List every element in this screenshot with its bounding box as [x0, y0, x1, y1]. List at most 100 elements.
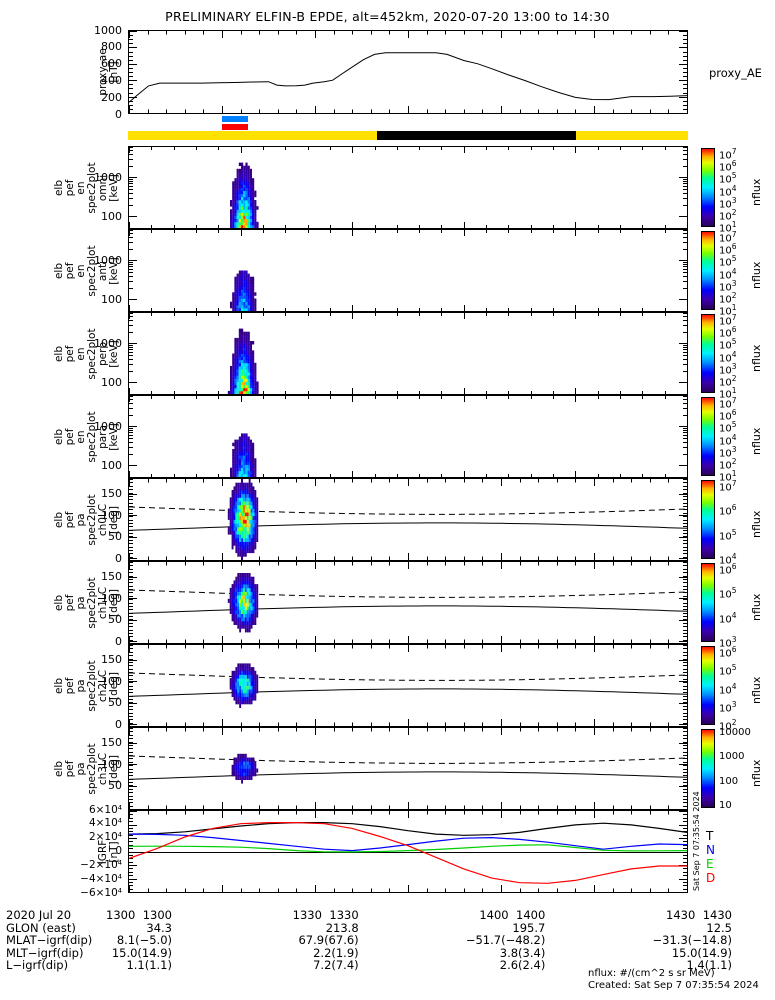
colorbar-pa-ch3lc [701, 729, 715, 808]
colorbar-pa-ch1lc [701, 563, 715, 642]
colorbar-pa-ch1lc-tick-2: 104 [719, 610, 737, 625]
panel-pa-ch0lc [128, 478, 688, 561]
info-row-3-value-3: 1.4(1.1) [686, 958, 732, 973]
colorbar-en-anti-tick-2: 105 [719, 254, 737, 269]
colorbar-en-omni-tick-2: 105 [719, 171, 737, 186]
x-tick-label-3: 1430 [666, 908, 696, 922]
info-row-3-label: L−igrf(dip) [6, 958, 69, 973]
colorbar-pa-ch3lc-tick-3: 10 [719, 800, 732, 811]
colorbar-en-perp-gradient [702, 315, 714, 392]
info-row-2-label: MLT−igrf(dip) [6, 945, 84, 960]
panel-en-anti [128, 229, 688, 312]
info-row-1-value-2: −51.7(−48.2) [465, 933, 546, 948]
colorbar-en-perp-tick-4: 103 [719, 361, 737, 376]
panel-en-perp-axes [129, 313, 687, 394]
info-row-0-label: GLON (east) [6, 920, 76, 935]
info-row-2-value-0: 15.0(14.9) [111, 945, 172, 960]
info-row-1-value-3: −31.3(−14.8) [652, 933, 732, 948]
x-tick-label-0: 1300 [106, 908, 136, 922]
colorbar-pa-ch0lc-tick-3: 104 [719, 552, 737, 567]
ephemeris-info-table: 2020 Jul 20 1300 1330 1400 1430 GLON (east) 34… [6, 908, 775, 973]
colorbar-en-para-tick-2: 105 [719, 420, 737, 435]
colorbar-en-perp-tick-5: 102 [719, 373, 737, 389]
colorbar-en-perp-tick-0: 107 [719, 313, 737, 328]
info-row-0-value-0: 34.3 [146, 920, 172, 935]
panel-proxy-ae-ytick-5: 0 [115, 107, 122, 121]
info-row-0-value-3: 12.5 [706, 920, 732, 935]
colorbar-pa-ch0lc-tick-2: 105 [719, 527, 737, 542]
panel-igrf-ytick-2: 2×10⁴ [88, 831, 122, 844]
colorbar-pa-ch1lc-tick-0: 106 [719, 562, 737, 577]
status-bar-segment-2 [576, 131, 688, 140]
panel-igrf-ytick-5: −4×10⁴ [80, 872, 122, 885]
colorbar-pa-ch2lc-tick-2: 104 [719, 681, 737, 696]
panel-pa-ch0lc-ytick-3: 0 [115, 552, 122, 566]
igrf-legend-n: N [706, 843, 715, 857]
info-row-2-value-2: 3.8(3.4) [499, 945, 546, 960]
info-row-0-value-2: 195.7 [512, 920, 546, 935]
panel-igrf-ytick-6: −6×10⁴ [80, 886, 122, 899]
panel-en-omni-axes [129, 147, 687, 228]
colorbar-en-omni-tick-0: 107 [719, 147, 737, 162]
panel-pa-ch3lc-axes [129, 728, 687, 809]
footer-nflux-units: nflux: #/(cm^2 s sr MeV) [588, 968, 715, 979]
info-row-2-value-1: 2.2(1.9) [313, 945, 359, 960]
panel-proxy-ae-ytick-0: 1000 [94, 23, 122, 37]
colorbar-en-anti-tick-6: 101 [719, 303, 737, 318]
panel-igrf [128, 810, 688, 893]
colorbar-pa-ch0lc [701, 480, 715, 559]
panel-igrf-ytick-4: −2×10⁴ [80, 858, 122, 871]
panel-pa-ch2lc-ytick-1: 100 [101, 674, 122, 688]
colorbar-en-omni-tick-5: 102 [719, 207, 737, 223]
panel-en-anti-axes [129, 230, 687, 311]
panel-pa-ch0lc-axes [129, 479, 687, 560]
colorbar-en-omni-tick-4: 103 [719, 195, 737, 210]
info-row-2-value-3: 15.0(14.9) [671, 945, 732, 960]
info-time-3: 1430 [702, 908, 732, 922]
panel-igrf-ytick-1: 4×10⁴ [88, 817, 122, 830]
colorbar-en-perp-tick-3: 104 [719, 349, 737, 364]
colorbar-pa-ch1lc-gradient [702, 564, 714, 641]
colorbar-pa-ch2lc [701, 646, 715, 725]
info-row-3-value-2: 2.6(2.4) [499, 958, 546, 973]
colorbar-pa-ch2lc-label: nflux [750, 676, 763, 704]
panel-en-para-ytick-1: 100 [101, 459, 122, 473]
panel-en-perp-ytick-0: 1000 [94, 336, 122, 350]
panel-en-para [128, 395, 688, 478]
info-row-1-value-0: 8.1(−5.0) [116, 933, 172, 948]
info-row-1-value-1: 67.9(67.6) [298, 933, 359, 948]
x-tick-label-2: 1400 [479, 908, 509, 922]
red-event-bar [222, 124, 249, 130]
panel-en-omni-ytick-1: 100 [101, 210, 122, 224]
footer-notes: nflux: #/(cm^2 s sr MeV) Created: Sat Se… [588, 968, 759, 992]
panel-pa-ch0lc-ytick-2: 50 [108, 530, 122, 544]
panel-en-para-axes [129, 396, 687, 477]
info-row-1-label: MLAT−igrf(dip) [6, 933, 93, 948]
colorbar-pa-ch0lc-tick-1: 106 [719, 503, 737, 518]
side-date-stamp: Sat Sep 7 07:35:54 2024 [692, 791, 701, 891]
status-bar-segment-0 [128, 131, 378, 140]
info-row-date: 2020 Jul 20 1300 1330 1400 1430 [6, 908, 775, 922]
colorbar-pa-ch3lc-label: nflux [750, 759, 763, 787]
colorbar-pa-ch2lc-tick-1: 105 [719, 663, 737, 678]
colorbar-en-perp-tick-6: 101 [719, 386, 737, 401]
panel-pa-ch2lc-axes [129, 645, 687, 726]
panel-pa-ch3lc-ytick-0: 150 [101, 735, 122, 749]
colorbar-en-omni-gradient [702, 149, 714, 226]
colorbar-en-para-tick-5: 102 [719, 456, 737, 472]
panel-pa-ch1lc [128, 561, 688, 644]
colorbar-en-omni-tick-1: 106 [719, 159, 737, 174]
info-date-label: 2020 Jul 20 [6, 908, 72, 922]
panel-en-omni-ytick-0: 1000 [94, 170, 122, 184]
panel-pa-ch1lc-axes [129, 562, 687, 643]
info-row-0: GLON (east) 34.3 213.8 195.7 12.5 [6, 920, 775, 935]
colorbar-pa-ch1lc-tick-3: 103 [719, 635, 737, 650]
colorbar-en-anti-tick-0: 107 [719, 230, 737, 245]
panel-igrf-ytick-0: 6×10⁴ [88, 803, 122, 816]
colorbar-en-omni-label: nflux [750, 178, 763, 206]
panel-pa-ch1lc-ytick-2: 50 [108, 613, 122, 627]
info-time-2: 1400 [516, 908, 546, 922]
panel-en-anti-ytick-1: 100 [101, 293, 122, 307]
colorbar-en-perp [701, 314, 715, 393]
